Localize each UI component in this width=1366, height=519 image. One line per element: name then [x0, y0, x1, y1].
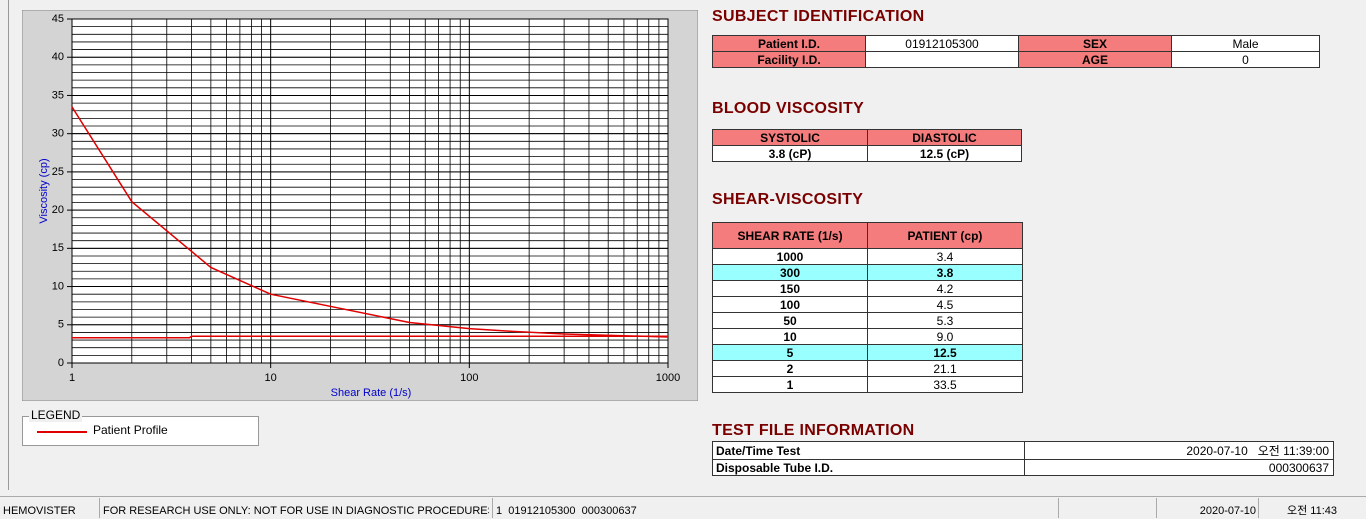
- cell: AGE: [1018, 51, 1172, 68]
- series-line: [72, 335, 668, 339]
- status-cell: [1058, 498, 1154, 518]
- section-title: TEST FILE INFORMATION: [712, 422, 915, 439]
- y-axis-label: Viscosity (cp): [38, 158, 50, 223]
- legend-swatch: [37, 431, 87, 433]
- cell: 000300637: [1024, 459, 1334, 476]
- cell: 10: [712, 328, 868, 345]
- blood-table: SYSTOLIC DIASTOLIC 3.8 (cP) 12.5 (cP): [712, 129, 1022, 162]
- status-cell: 1 01912105300 000300637: [492, 498, 1056, 518]
- x-tick-label: 1000: [656, 372, 680, 384]
- cell: 5: [712, 344, 868, 361]
- cell: 3.8: [867, 264, 1023, 281]
- legend: LEGEND Patient Profile: [22, 408, 259, 446]
- cell: 5.3: [867, 312, 1023, 329]
- divider: [8, 0, 9, 490]
- y-tick-label: 5: [58, 319, 64, 331]
- series-line: [71, 106, 669, 338]
- y-tick-label: 45: [52, 13, 64, 25]
- plot-frame: [71, 18, 669, 364]
- y-tick-label: 15: [52, 242, 64, 254]
- status-cell: 오전 11:43: [1258, 498, 1362, 518]
- cell: 33.5: [867, 376, 1023, 393]
- cell: 100: [712, 296, 868, 313]
- cell: 1: [712, 376, 868, 393]
- cell: 12.5: [867, 344, 1023, 361]
- cell: 12.5 (cP): [867, 145, 1022, 162]
- status-cell: 2020-07-10: [1156, 498, 1259, 518]
- cell: 50: [712, 312, 868, 329]
- cell: Disposable Tube I.D.: [712, 459, 1025, 476]
- x-tick-label: 10: [265, 372, 277, 384]
- cell: 300: [712, 264, 868, 281]
- section-title: SHEAR-VISCOSITY: [712, 191, 864, 208]
- cell: Male: [1171, 35, 1320, 52]
- cell: PATIENT (cp): [867, 222, 1023, 249]
- y-tick-label: 30: [52, 128, 64, 140]
- status-cell: FOR RESEARCH USE ONLY: NOT FOR USE IN DI…: [99, 498, 489, 518]
- status-bar: [0, 496, 1366, 519]
- cell: SHEAR RATE (1/s): [712, 222, 868, 249]
- y-tick-label: 35: [52, 89, 64, 101]
- legend-label: Patient Profile: [93, 423, 168, 437]
- cell: 2020-07-10 오전 11:39:00: [1024, 441, 1334, 460]
- cell: SEX: [1018, 35, 1172, 52]
- cell: Date/Time Test: [712, 441, 1025, 460]
- x-tick-label: 1: [69, 372, 75, 384]
- x-tick-label: 100: [460, 372, 478, 384]
- chart: Shear Rate (1/s) Viscosity (cp) 0 5 10 15 20…: [22, 10, 698, 401]
- subject-table: Patient I.D. 01912105300 SEX Male Facility …: [712, 35, 1320, 68]
- status-cell: HEMOVISTER: [3, 505, 76, 517]
- cell: 9.0: [867, 328, 1023, 345]
- cell: 21.1: [867, 360, 1023, 377]
- cell: DIASTOLIC: [867, 129, 1022, 146]
- cell: Patient I.D.: [712, 35, 866, 52]
- cell: [865, 51, 1019, 68]
- y-tick-label: 10: [52, 280, 64, 292]
- cell: Facility I.D.: [712, 51, 866, 68]
- cell: 3.4: [867, 248, 1023, 265]
- cell: 0: [1171, 51, 1320, 68]
- cell: 150: [712, 280, 868, 297]
- cell: 2: [712, 360, 868, 377]
- legend-title: LEGEND: [29, 408, 83, 422]
- cell: 01912105300: [865, 35, 1019, 52]
- cell: SYSTOLIC: [712, 129, 868, 146]
- x-axis-label: Shear Rate (1/s): [331, 387, 412, 399]
- plot-area: [72, 19, 668, 363]
- y-tick-label: 0: [58, 357, 64, 369]
- y-tick-label: 20: [52, 204, 64, 216]
- section-title: SUBJECT IDENTIFICATION: [712, 8, 925, 25]
- y-tick-label: 40: [52, 51, 64, 63]
- y-tick-label: 25: [52, 166, 64, 178]
- cell: 4.2: [867, 280, 1023, 297]
- cell: 4.5: [867, 296, 1023, 313]
- cell: 3.8 (cP): [712, 145, 868, 162]
- shear-table: SHEAR RATE (1/s) PATIENT (cp) 1000 3.4 300 3…: [712, 222, 1023, 393]
- cell: 1000: [712, 248, 868, 265]
- testfile-table: Date/Time Test 2020-07-10 오전 11:39:00 Dis…: [712, 441, 1334, 476]
- section-title: BLOOD VISCOSITY: [712, 100, 865, 117]
